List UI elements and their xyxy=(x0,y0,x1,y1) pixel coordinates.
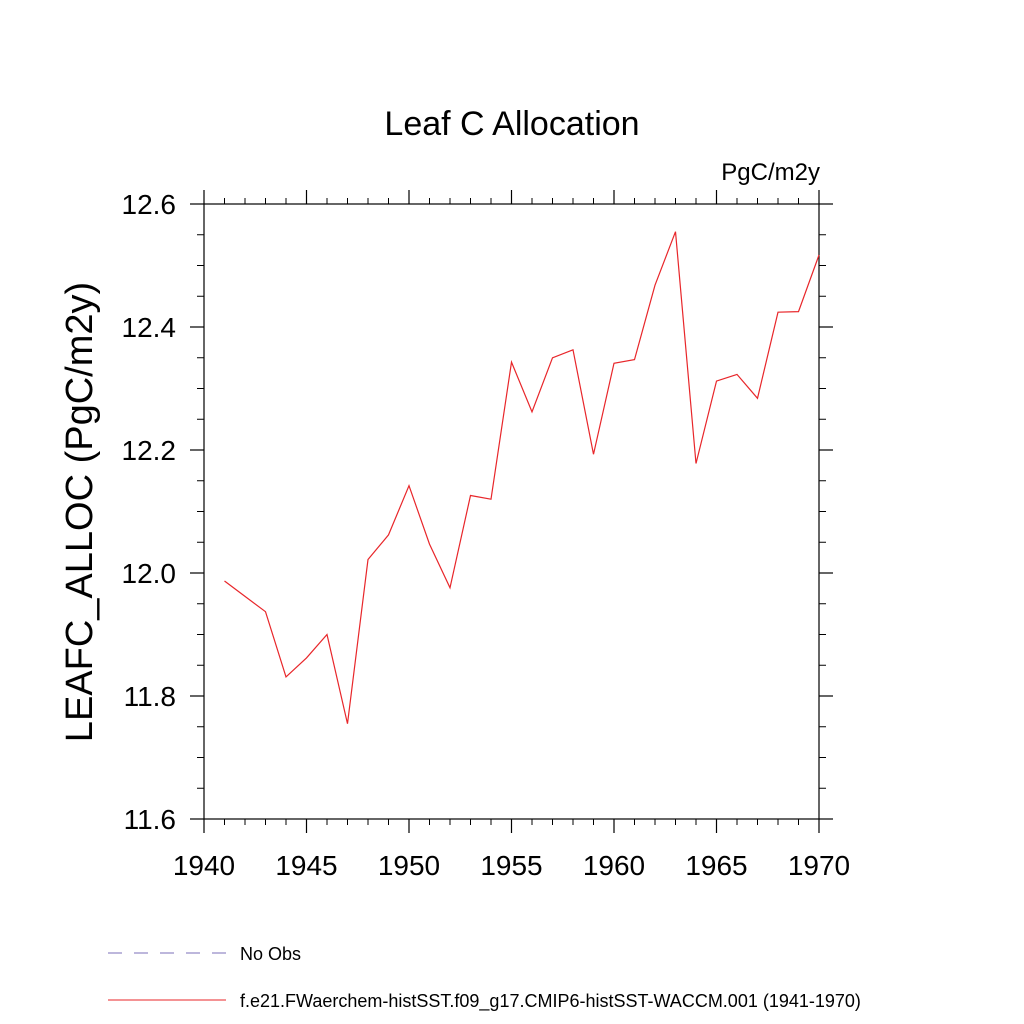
x-tick-labels: 1940 1945 1950 1955 1960 1965 1970 xyxy=(173,850,850,881)
y-axis-label: LEAFC_ALLOC (PgC/m2y) xyxy=(59,282,101,742)
series-group xyxy=(224,231,820,724)
x-tick-label: 1940 xyxy=(173,850,235,881)
series-line-1 xyxy=(224,231,820,724)
y-tick-label: 11.8 xyxy=(124,681,176,712)
units-label: PgC/m2y xyxy=(721,159,820,186)
legend-label-1: f.e21.FWaerchem-histSST.f09_g17.CMIP6-hi… xyxy=(240,991,861,1012)
plot-area xyxy=(203,203,820,820)
legend: No Obs f.e21.FWaerchem-histSST.f09_g17.CM… xyxy=(108,944,861,1012)
y-tick-label: 12.0 xyxy=(122,558,177,589)
x-tick-label: 1970 xyxy=(788,850,850,881)
chart-title: Leaf C Allocation xyxy=(384,105,639,143)
y-tick-labels: 11.6 11.8 12.0 12.2 12.4 12.6 xyxy=(122,189,177,835)
y-tick-label: 12.4 xyxy=(122,312,177,343)
x-tick-label: 1945 xyxy=(275,850,337,881)
y-tick-label: 11.6 xyxy=(124,804,176,835)
legend-label-0: No Obs xyxy=(240,944,301,964)
x-tick-label: 1950 xyxy=(378,850,440,881)
y-tick-label: 12.2 xyxy=(122,435,177,466)
y-tick-label: 12.6 xyxy=(122,189,177,220)
x-tick-label: 1955 xyxy=(480,850,542,881)
x-tick-label: 1965 xyxy=(685,850,747,881)
x-tick-label: 1960 xyxy=(583,850,645,881)
axis-ticks xyxy=(190,190,833,833)
